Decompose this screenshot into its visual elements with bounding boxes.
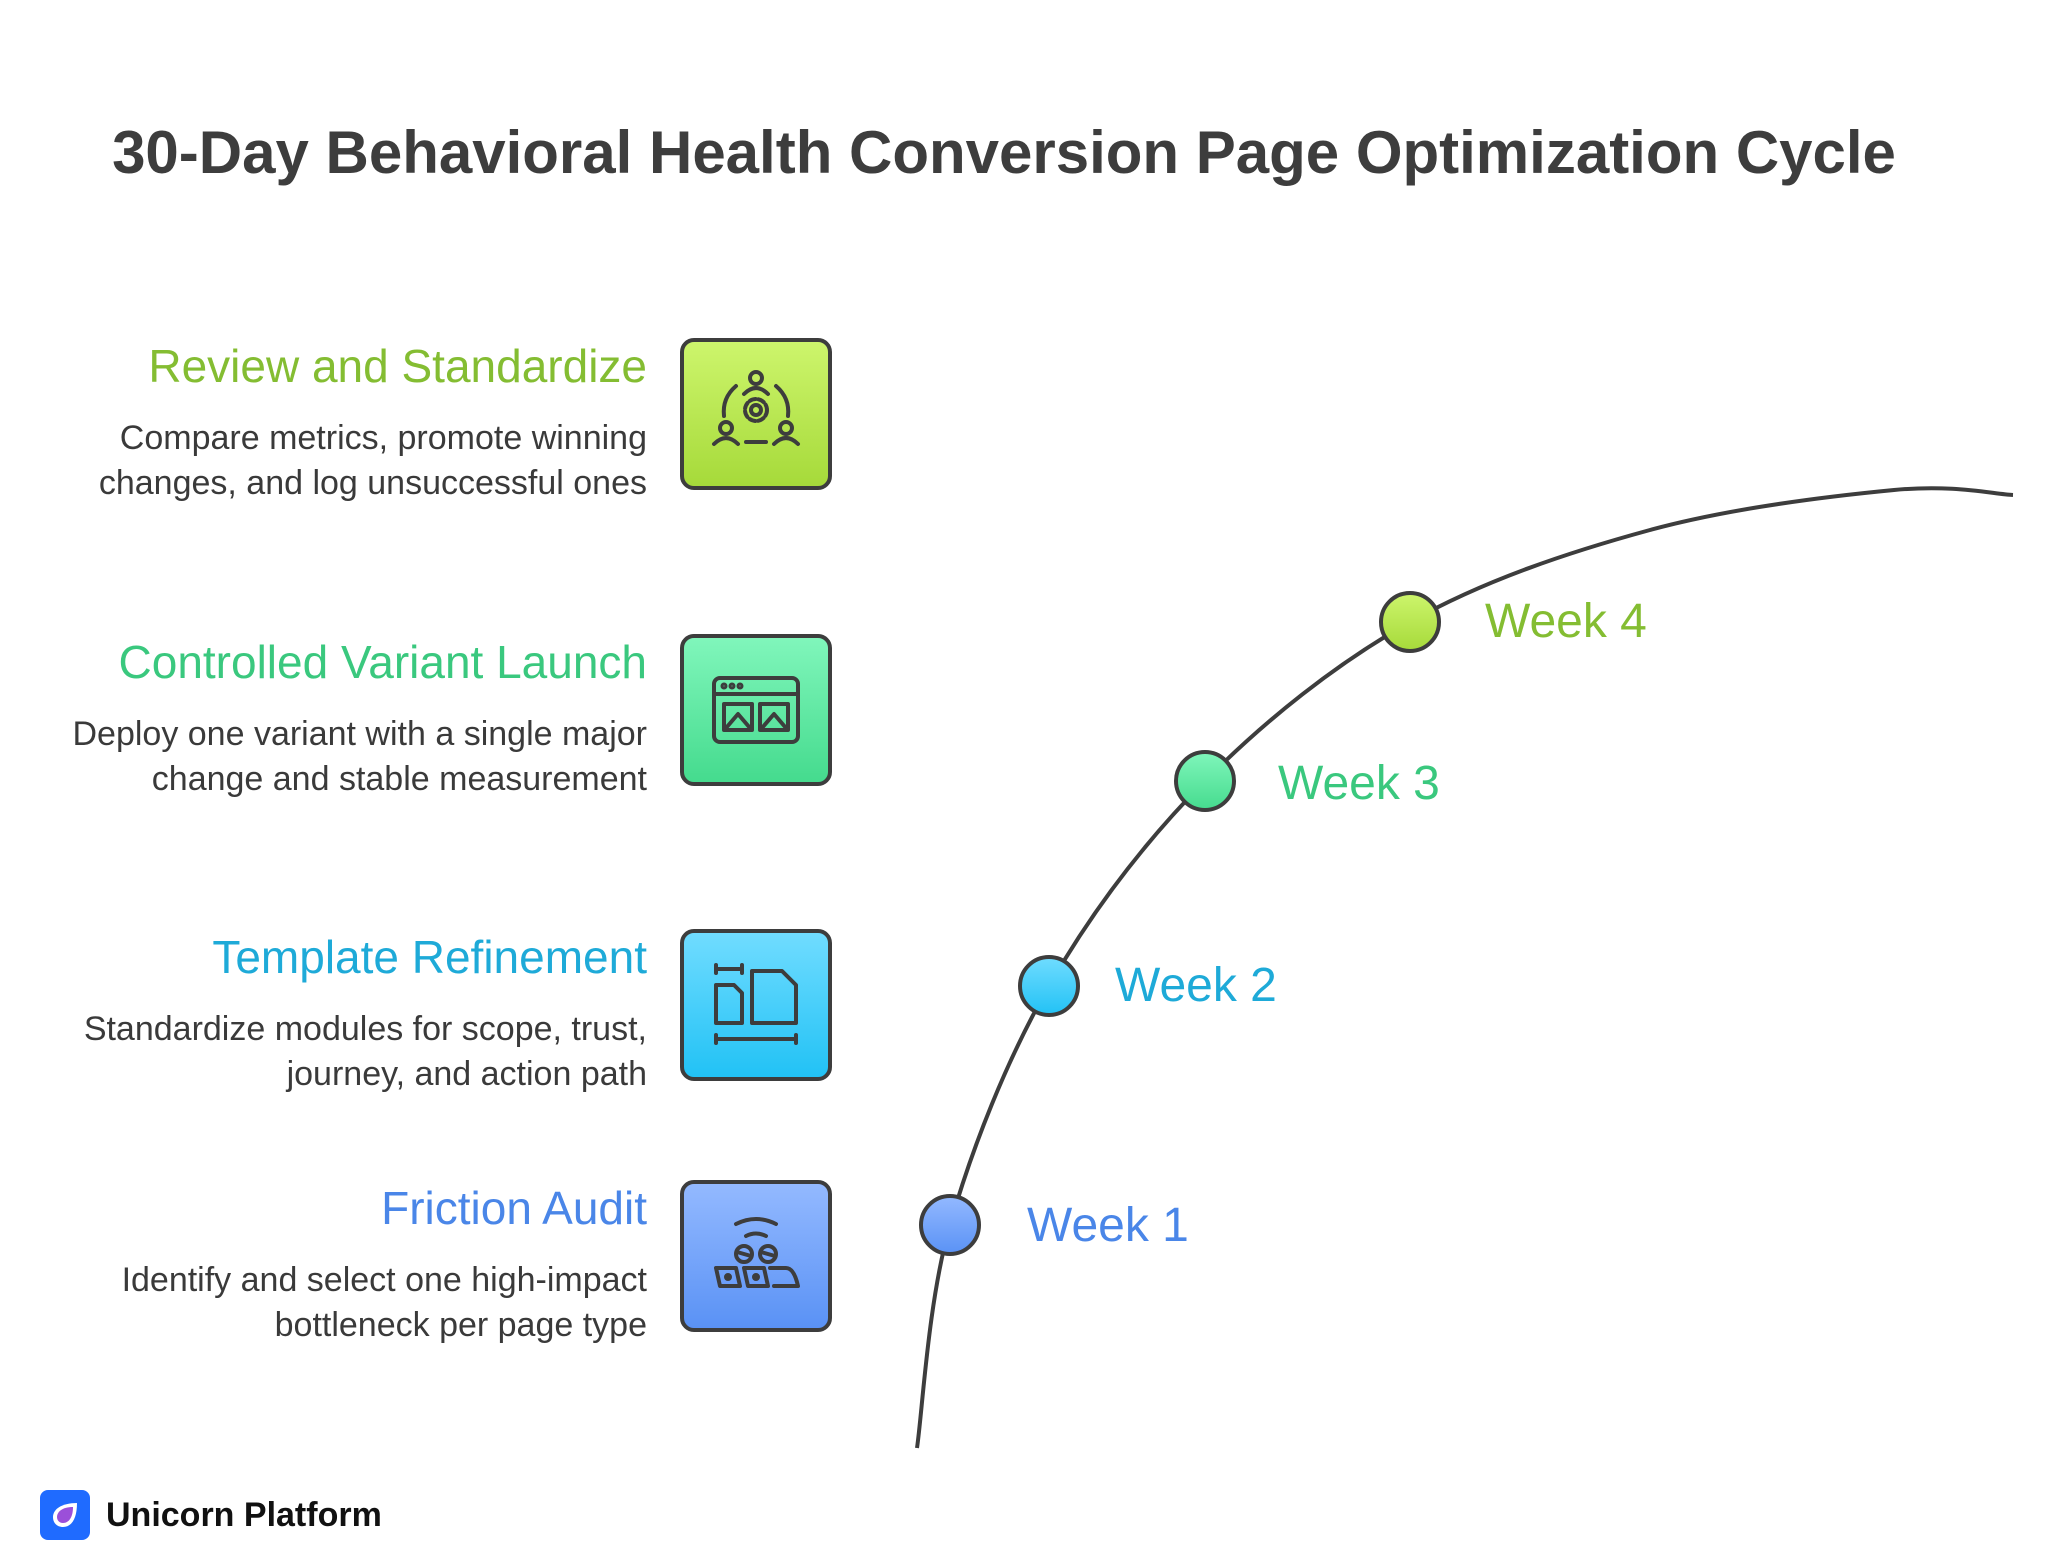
week-label: Week 1 xyxy=(1027,1199,1189,1252)
layout-modules-icon xyxy=(680,929,832,1081)
week-1-marker xyxy=(919,1194,981,1256)
step-heading: Review and Standardize xyxy=(148,340,647,392)
unicorn-drop-icon xyxy=(40,1490,90,1540)
audit-signal-icon xyxy=(680,1180,832,1332)
step-heading: Controlled Variant Launch xyxy=(118,636,647,688)
step-template-refinement: Template Refinement Standardize modules … xyxy=(7,929,647,1097)
week-4-marker xyxy=(1379,591,1441,653)
step-heading: Friction Audit xyxy=(381,1182,647,1234)
step-heading: Template Refinement xyxy=(212,931,647,983)
team-gear-icon xyxy=(680,338,832,490)
week-3-marker xyxy=(1174,750,1236,812)
week-label: Week 2 xyxy=(1115,959,1277,1012)
timeline-arc xyxy=(915,486,2014,1449)
step-description: Standardize modules for scope, trust, jo… xyxy=(83,1010,647,1093)
browser-variants-icon xyxy=(680,634,832,786)
step-friction-audit: Friction Audit Identify and select one h… xyxy=(7,1180,647,1348)
brand-logo: Unicorn Platform xyxy=(40,1490,382,1540)
week-label: Week 4 xyxy=(1485,595,1647,648)
week-label: Week 3 xyxy=(1278,757,1440,810)
step-description: Deploy one variant with a single major c… xyxy=(72,715,647,798)
step-description: Compare metrics, promote winning changes… xyxy=(98,419,647,502)
brand-name: Unicorn Platform xyxy=(106,1495,382,1534)
week-2-marker xyxy=(1018,955,1080,1017)
page-title: 30-Day Behavioral Health Conversion Page… xyxy=(112,119,1896,186)
step-review-standardize: Review and Standardize Compare metrics, … xyxy=(7,338,647,506)
step-controlled-variant-launch: Controlled Variant Launch Deploy one var… xyxy=(7,634,647,802)
step-description: Identify and select one high-impact bott… xyxy=(121,1261,647,1344)
